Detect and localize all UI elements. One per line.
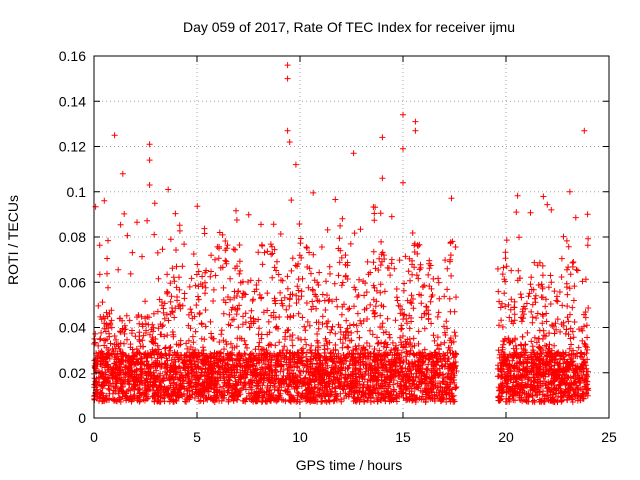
y-tick-label: 0.12	[59, 139, 86, 155]
data-points	[91, 62, 592, 406]
y-tick-label: 0.08	[59, 229, 86, 245]
y-tick-label: 0.1	[67, 184, 87, 200]
x-tick-label: 0	[90, 429, 98, 445]
x-tick-label: 25	[601, 429, 617, 445]
axis-ticks: 0 0.02 0.04 0.06 0.08 0.1 0.12 0.14 0.16 0 5 10 15 20…	[59, 48, 617, 445]
x-tick-label: 10	[292, 429, 308, 445]
x-tick-label: 5	[193, 429, 201, 445]
roti-samples	[91, 62, 592, 406]
x-axis-label: GPS time / hours	[296, 457, 403, 473]
y-axis-label: ROTI / TECUs	[5, 195, 21, 285]
y-tick-label: 0.02	[59, 365, 86, 381]
x-tick-label: 15	[395, 429, 411, 445]
chart-title: Day 059 of 2017, Rate Of TEC Index for r…	[183, 19, 515, 35]
x-tick-label: 20	[498, 429, 514, 445]
y-tick-label: 0.14	[59, 93, 86, 109]
y-tick-label: 0.06	[59, 274, 86, 290]
y-tick-label: 0	[78, 410, 86, 426]
y-tick-label: 0.16	[59, 48, 86, 64]
y-tick-label: 0.04	[59, 320, 86, 336]
